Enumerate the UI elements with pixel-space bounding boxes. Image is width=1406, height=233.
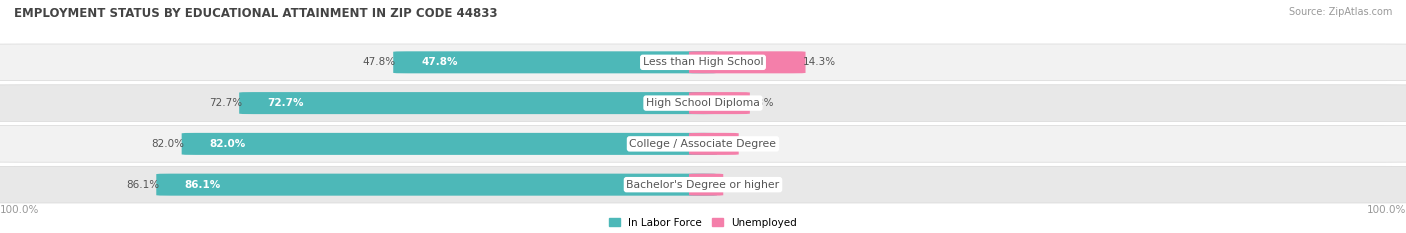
Legend: In Labor Force, Unemployed: In Labor Force, Unemployed: [609, 218, 797, 228]
Text: 100.0%: 100.0%: [0, 205, 39, 215]
Text: Source: ZipAtlas.com: Source: ZipAtlas.com: [1288, 7, 1392, 17]
Text: 3.5%: 3.5%: [735, 139, 762, 149]
Text: 86.1%: 86.1%: [127, 180, 159, 190]
FancyBboxPatch shape: [181, 133, 717, 155]
Text: High School Diploma: High School Diploma: [647, 98, 759, 108]
FancyBboxPatch shape: [689, 133, 738, 155]
Text: Bachelor's Degree or higher: Bachelor's Degree or higher: [627, 180, 779, 190]
Text: 5.3%: 5.3%: [747, 98, 773, 108]
FancyBboxPatch shape: [239, 92, 717, 114]
Text: 72.7%: 72.7%: [209, 98, 242, 108]
Text: 82.0%: 82.0%: [152, 139, 184, 149]
Text: 100.0%: 100.0%: [1367, 205, 1406, 215]
Text: 1.0%: 1.0%: [720, 180, 747, 190]
Text: 72.7%: 72.7%: [267, 98, 304, 108]
Text: 47.8%: 47.8%: [363, 57, 396, 67]
FancyBboxPatch shape: [156, 174, 717, 196]
FancyBboxPatch shape: [0, 85, 1406, 121]
FancyBboxPatch shape: [689, 174, 723, 196]
FancyBboxPatch shape: [0, 166, 1406, 203]
Text: Less than High School: Less than High School: [643, 57, 763, 67]
FancyBboxPatch shape: [0, 126, 1406, 162]
FancyBboxPatch shape: [394, 51, 717, 73]
FancyBboxPatch shape: [0, 44, 1406, 81]
FancyBboxPatch shape: [689, 92, 749, 114]
FancyBboxPatch shape: [689, 51, 806, 73]
Text: 82.0%: 82.0%: [209, 139, 246, 149]
Text: College / Associate Degree: College / Associate Degree: [630, 139, 776, 149]
Text: 86.1%: 86.1%: [184, 180, 221, 190]
Text: EMPLOYMENT STATUS BY EDUCATIONAL ATTAINMENT IN ZIP CODE 44833: EMPLOYMENT STATUS BY EDUCATIONAL ATTAINM…: [14, 7, 498, 20]
Text: 47.8%: 47.8%: [422, 57, 458, 67]
Text: 14.3%: 14.3%: [803, 57, 835, 67]
